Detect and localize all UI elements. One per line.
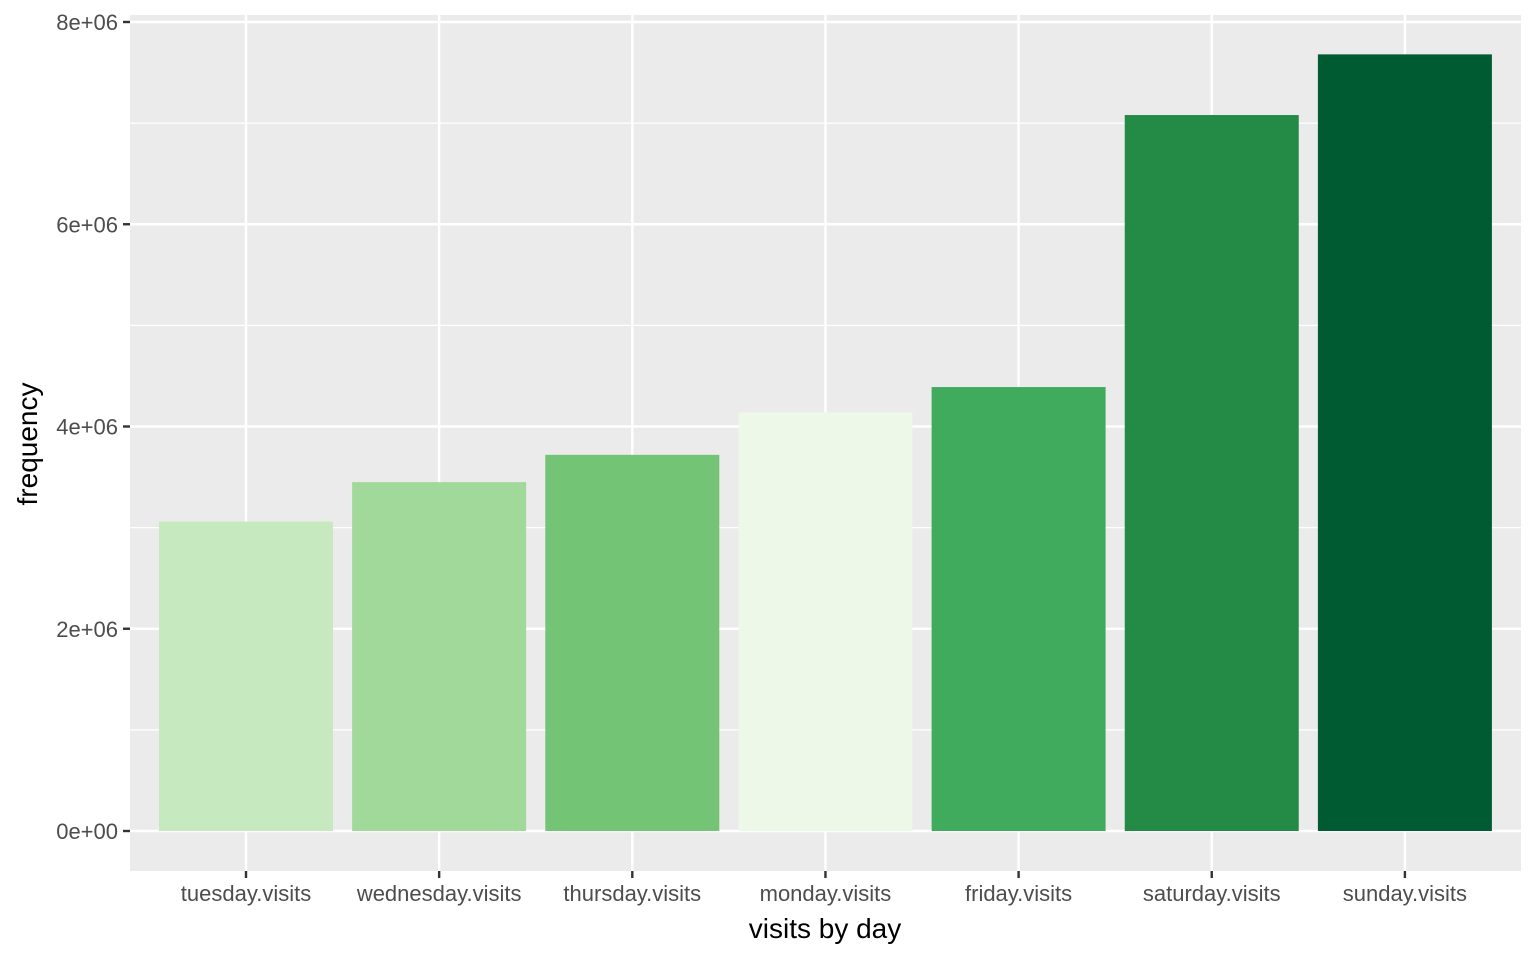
y-axis-title: frequency xyxy=(12,383,43,506)
y-tick-label: 4e+06 xyxy=(56,415,118,440)
bar-tuesday-visits xyxy=(159,521,333,831)
y-tick-label: 0e+00 xyxy=(56,819,118,844)
bar-monday-visits xyxy=(738,412,913,831)
x-axis: tuesday.visits wednesday.visits thursday.v… xyxy=(181,871,1467,906)
y-axis: 0e+00 2e+06 4e+06 6e+06 8e+06 xyxy=(56,10,130,844)
x-tick-label: saturday.visits xyxy=(1143,881,1281,906)
x-tick-label: friday.visits xyxy=(965,881,1072,906)
bar-thursday-visits xyxy=(545,454,720,831)
bar-saturday-visits xyxy=(1124,115,1299,831)
y-tick-label: 8e+06 xyxy=(56,10,118,35)
x-tick-label: tuesday.visits xyxy=(181,881,311,906)
bar-friday-visits xyxy=(931,387,1106,831)
x-tick-label: sunday.visits xyxy=(1343,881,1467,906)
x-tick-label: wednesday.visits xyxy=(356,881,522,906)
y-tick-label: 6e+06 xyxy=(56,212,118,237)
bars xyxy=(159,54,1492,832)
y-tick-label: 2e+06 xyxy=(56,617,118,642)
x-axis-title: visits by day xyxy=(749,913,902,944)
x-tick-label: thursday.visits xyxy=(563,881,701,906)
bar-sunday-visits xyxy=(1317,54,1492,832)
bar-wednesday-visits xyxy=(352,482,527,831)
x-tick-label: monday.visits xyxy=(760,881,892,906)
